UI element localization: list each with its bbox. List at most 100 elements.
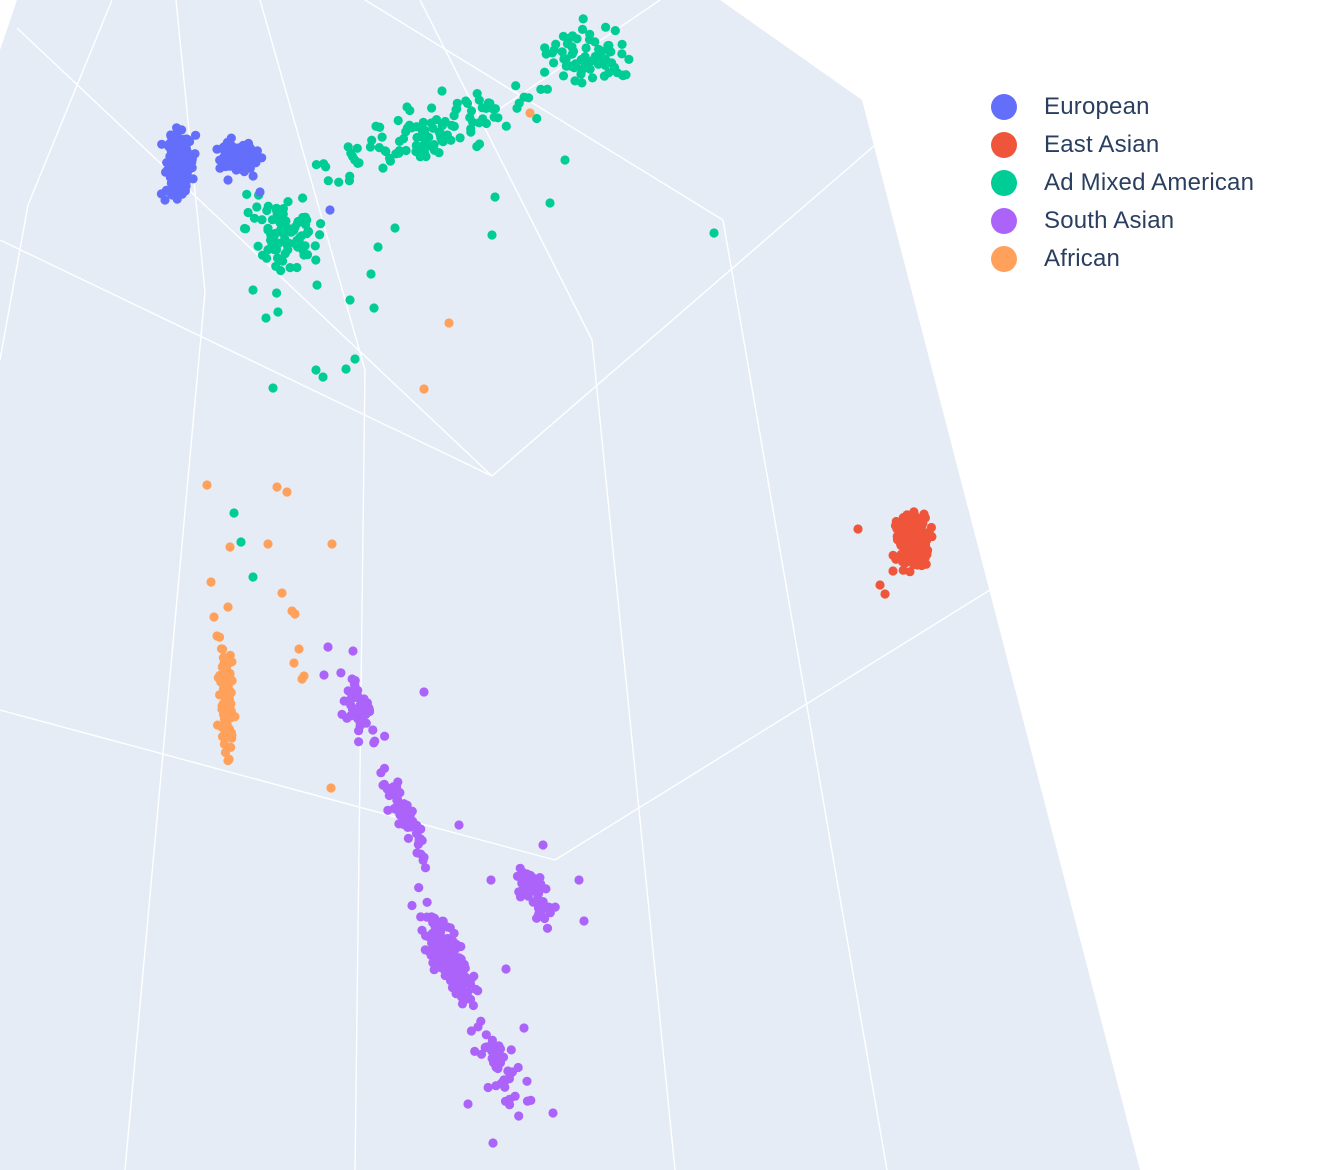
data-point [367,135,377,145]
data-point [326,783,336,793]
grid-line [27,0,113,206]
data-point [501,1075,511,1085]
legend-label: Ad Mixed American [1044,169,1255,196]
data-point [420,945,430,955]
grid-line [16,27,493,477]
data-point [514,1111,524,1121]
data-point [913,552,923,562]
data-point [323,176,333,186]
data-point [160,195,170,205]
data-point [243,207,253,218]
data-point [591,54,601,64]
data-point [551,39,561,49]
data-point [541,884,551,894]
data-point [202,480,212,490]
data-point [311,255,321,265]
data-point [273,307,283,317]
data-point [316,219,326,229]
data-point [437,86,447,96]
data-point [587,73,598,83]
data-point [344,176,354,186]
data-point [853,524,863,534]
data-point [369,738,379,748]
data-point [175,181,185,191]
data-point [334,177,344,187]
data-point [282,487,292,497]
data-point [390,223,400,233]
data-point [176,139,186,149]
data-point [559,54,569,64]
legend-label: European [1044,93,1150,120]
data-point [223,602,233,612]
data-point [414,883,424,893]
data-point [272,288,282,298]
data-point [167,190,177,200]
legend: European East Asian Ad Mixed American South… [990,88,1254,278]
data-point [240,160,250,170]
data-point [462,991,472,1002]
data-point [910,544,920,554]
data-point [348,646,358,656]
data-point [220,732,230,742]
data-point [411,146,421,157]
data-point [311,160,321,170]
data-point [485,98,495,108]
data-point [567,42,577,52]
data-point [513,1062,523,1073]
data-point [378,163,388,173]
data-point [548,1108,558,1118]
data-point [481,118,491,129]
legend-item-east-asian[interactable]: East Asian [990,126,1254,164]
data-point [542,923,553,933]
data-point [489,112,499,122]
data-point [249,213,260,223]
data-point [444,318,454,328]
data-points [156,14,937,1148]
data-point [218,142,228,152]
data-point [401,145,411,156]
legend-item-european[interactable]: European [990,88,1254,126]
data-point [350,354,360,364]
data-point [242,153,252,163]
data-point [434,148,444,158]
data-point [451,965,461,975]
data-point [574,875,584,885]
data-point [412,848,422,858]
data-point [446,973,456,983]
data-point [354,737,364,747]
data-point [220,686,230,696]
data-point [525,108,535,118]
data-point [891,554,901,564]
data-point [429,140,439,150]
data-point [252,202,262,212]
data-point [292,262,302,273]
data-point [427,938,437,948]
data-point [519,92,529,102]
data-point [157,139,167,149]
data-point [293,218,303,228]
data-point [272,253,283,263]
legend-item-african[interactable]: African [990,240,1254,278]
data-point [581,43,591,53]
legend-item-south-asian[interactable]: South Asian [990,202,1254,240]
data-point [285,263,295,273]
data-point [401,127,411,137]
data-point [606,47,616,57]
data-point [486,875,496,885]
data-point [470,1046,480,1056]
data-point [449,121,459,131]
data-point [437,916,447,926]
data-point [223,652,233,662]
data-point [352,691,362,701]
data-point [227,148,237,158]
data-point [272,482,282,492]
data-point [561,61,571,71]
data-point [443,958,453,969]
data-point [383,805,393,815]
legend-item-ad-mixed-american[interactable]: Ad Mixed American [990,164,1254,202]
grid-line [124,291,206,1170]
grid-line [364,0,724,221]
data-point [392,782,402,792]
data-point [369,303,379,313]
